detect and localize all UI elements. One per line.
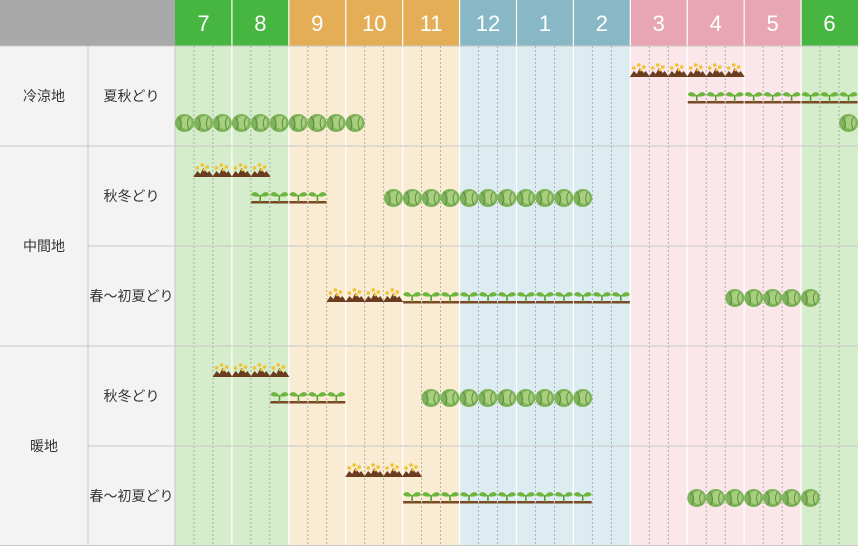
cabbage-icon [326,113,347,133]
month-header-9 [288,0,346,46]
task-harvest [383,188,593,208]
cabbage-icon [496,188,518,208]
cabbage-icon [572,388,593,408]
month-label-2: 2 [596,11,608,36]
cabbage-icon [553,388,574,408]
cabbage-icon [496,388,517,408]
region-label: 冷涼地 [23,89,65,105]
cabbage-icon [440,188,461,208]
cabbage-icon [269,113,290,133]
month-header-3 [630,0,688,46]
month-label-10: 10 [362,11,386,36]
month-label-3: 3 [653,11,665,36]
cabbage-icon [288,113,309,133]
cabbage-icon [553,188,574,208]
task-harvest [420,388,593,408]
cabbage-icon [838,113,858,133]
task-harvest [838,113,858,133]
task-harvest [724,288,821,308]
cabbage-icon [515,388,536,408]
row-label: 春～初夏どり [90,288,174,305]
cabbage-icon [402,188,423,208]
cabbage-icon [459,188,480,208]
cabbage-icon [193,113,214,133]
month-header-7 [175,0,232,46]
cabbage-icon [250,113,271,133]
cabbage-icon [686,488,707,508]
cabbage-icon [534,188,555,208]
row-label: 秋冬どり [104,189,160,205]
month-label-11: 11 [420,11,443,36]
month-label-9: 9 [311,11,323,36]
month-label-5: 5 [767,11,779,36]
cabbage-icon [515,188,537,208]
cabbage-icon [383,188,404,208]
cabbage-icon [477,188,499,208]
month-label-7: 7 [197,11,209,36]
cabbage-icon [212,113,233,133]
cabbage-icon [743,488,764,508]
month-header-1 [516,0,574,46]
cabbage-icon [762,288,783,308]
cabbage-icon [458,388,479,408]
cabbage-icon [800,288,821,308]
cabbage-icon [762,488,783,508]
month-label-8: 8 [254,11,266,36]
region-label: 暖地 [30,439,58,455]
month-header-5 [744,0,802,46]
month-label-1: 1 [539,11,551,36]
cabbage-icon [477,388,498,408]
cabbage-icon [344,113,366,133]
row-label: 秋冬どり [104,389,160,405]
cabbage-icon [724,488,745,508]
cabbage-icon [534,388,555,408]
month-header-6 [801,0,858,46]
header-corner [0,0,175,46]
row-label: 春～初夏どり [90,488,174,505]
month-header-4 [687,0,745,46]
cabbage-icon [439,388,461,408]
cabbage-icon [231,113,252,133]
row-label: 夏秋どり [104,89,160,105]
month-header-10 [345,0,403,46]
cabbage-icon [421,188,442,208]
cabbage-icon [174,113,195,133]
month-header-12 [459,0,517,46]
month-label-4: 4 [710,11,722,36]
cabbage-icon [307,113,328,133]
cabbage-icon [420,388,442,408]
cabbage-icon [705,488,726,508]
month-header-11 [402,0,460,46]
month-header-8 [231,0,289,46]
cabbage-icon [800,488,821,508]
cabbage-icon [572,188,593,208]
cabbage-icon [781,488,802,508]
month-label-6: 6 [823,11,835,36]
month-label-12: 12 [476,11,500,36]
cabbage-icon [781,288,802,308]
region-label: 中間地 [23,239,65,255]
month-column-3 [630,46,688,546]
cabbage-icon [724,288,745,308]
cabbage-icon [743,288,764,308]
month-header-2 [573,0,631,46]
